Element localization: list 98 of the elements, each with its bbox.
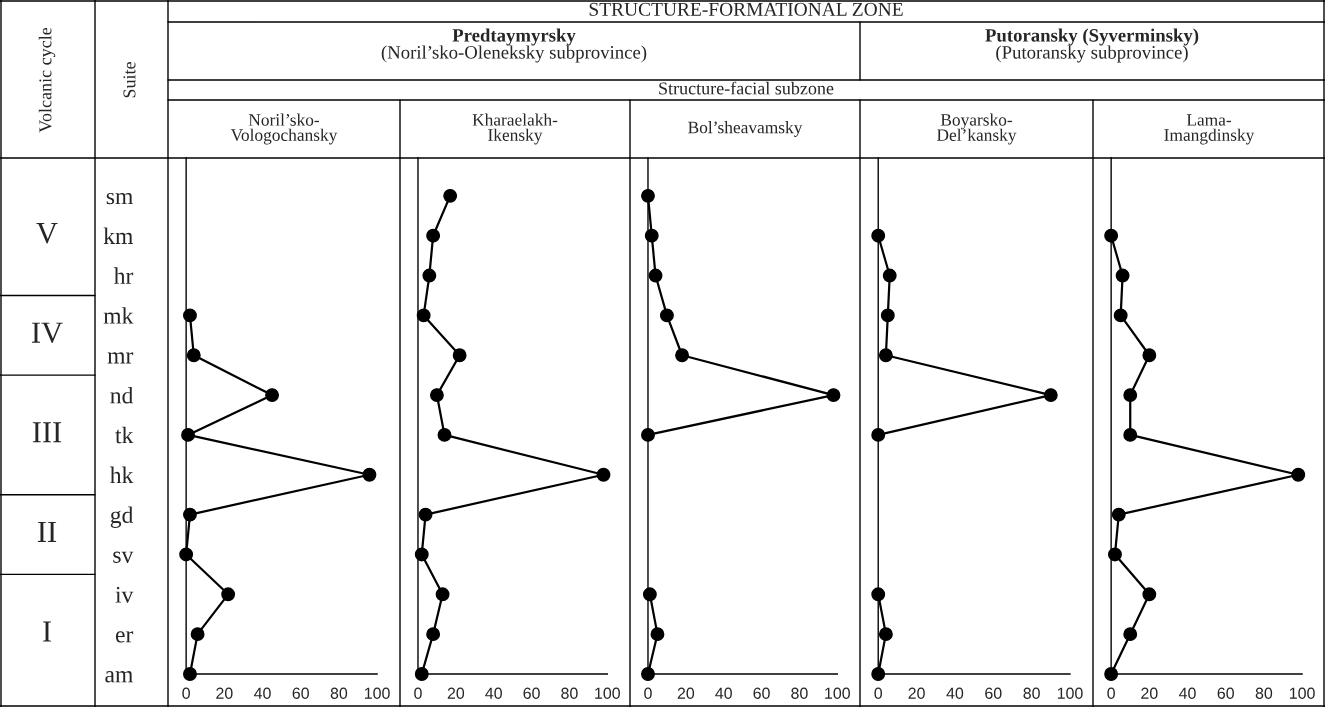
- x-tick-label: 20: [216, 687, 233, 699]
- y-tick-label: sv: [113, 551, 134, 563]
- point: [1115, 268, 1130, 283]
- point: [878, 348, 893, 363]
- text: V: [36, 223, 58, 244]
- x-tick-label: 0: [182, 687, 190, 699]
- point: [648, 268, 663, 283]
- point: [596, 467, 611, 482]
- x-tick-label: 80: [1255, 687, 1273, 699]
- point: [426, 228, 441, 243]
- text: Predtaymyrsky: [452, 28, 576, 46]
- text: III: [32, 422, 62, 443]
- x-tick-label: 60: [1217, 687, 1234, 699]
- point: [452, 348, 467, 363]
- x-tick-label: 40: [485, 687, 502, 699]
- y-tick-label: nd: [110, 386, 134, 404]
- point: [362, 467, 377, 482]
- x-tick-label: 100: [595, 687, 620, 699]
- y-tick-label: am: [105, 671, 133, 683]
- point: [1142, 348, 1157, 363]
- point: [186, 348, 201, 363]
- x-tick-label: 80: [330, 687, 348, 699]
- x-tick-label: 0: [644, 687, 652, 699]
- point: [826, 388, 841, 403]
- point: [659, 308, 674, 323]
- x-tick-label: 20: [908, 687, 925, 699]
- text: STRUCTURE-FORMATIONAL ZONE: [589, 2, 903, 16]
- x-tick-label: 80: [561, 687, 578, 699]
- point: [426, 627, 441, 642]
- point: [443, 188, 458, 203]
- point: [1111, 507, 1126, 522]
- x-tick-label: 60: [523, 687, 540, 699]
- point: [190, 627, 205, 642]
- x-tick-label: 40: [946, 687, 964, 699]
- y-tick-label: gd: [110, 506, 134, 528]
- text: Suite: [123, 62, 136, 98]
- point: [1142, 587, 1157, 602]
- y-tick-label: km: [103, 227, 133, 244]
- point: [1291, 467, 1306, 482]
- point: [675, 348, 690, 363]
- text: Structure-facial subzone: [659, 81, 834, 95]
- chart-title: Noril’sko- Vologochansky: [230, 113, 338, 145]
- y-tick-label: hk: [109, 466, 134, 483]
- x-tick-label: 100: [1289, 687, 1315, 699]
- y-tick-label: mr: [107, 352, 134, 364]
- x-tick-label: 0: [414, 687, 422, 699]
- x-tick-label: 40: [254, 687, 271, 699]
- x-tick-label: 100: [1057, 687, 1083, 699]
- text: Volcanic cycle: [38, 27, 56, 133]
- x-tick-label: 100: [825, 687, 850, 699]
- x-tick-label: 40: [1179, 687, 1196, 699]
- y-tick-label: er: [115, 631, 134, 643]
- point: [429, 388, 444, 403]
- x-tick-label: 40: [715, 687, 732, 699]
- y-tick-label: tk: [115, 426, 134, 444]
- point: [871, 427, 886, 442]
- text: II: [37, 521, 57, 542]
- point: [880, 308, 895, 323]
- y-tick-label: sm: [106, 192, 133, 205]
- point: [1123, 388, 1138, 403]
- x-tick-label: 20: [677, 687, 695, 699]
- point: [1043, 388, 1058, 403]
- point: [882, 268, 897, 283]
- point: [265, 388, 280, 403]
- point: [422, 268, 437, 283]
- point: [871, 228, 886, 243]
- y-tick-label: hr: [113, 267, 134, 284]
- chart-title: Kharaelakh- Ikensky: [472, 113, 558, 145]
- x-tick-label: 60: [292, 687, 309, 699]
- point: [1123, 427, 1138, 442]
- text: (Putoransky subprovince): [996, 45, 1188, 63]
- x-tick-label: 60: [985, 687, 1002, 699]
- point: [871, 587, 886, 602]
- point: [1113, 308, 1128, 323]
- chart-title: Boyarsko- Del’kansky: [936, 113, 1017, 145]
- x-tick-label: 80: [791, 687, 808, 699]
- chart-title: Lama- Imangdinsky: [1164, 114, 1255, 145]
- y-tick-label: iv: [115, 586, 134, 603]
- point: [435, 587, 450, 602]
- x-tick-label: 60: [753, 687, 770, 699]
- text: IV: [31, 322, 63, 344]
- x-tick-label: 80: [1023, 687, 1040, 699]
- text: (Noril’sko-Oleneksky subprovince): [381, 45, 647, 63]
- x-tick-label: 0: [1107, 687, 1115, 699]
- x-tick-label: 20: [447, 687, 465, 699]
- point: [650, 627, 665, 642]
- point: [437, 427, 452, 442]
- point: [418, 507, 433, 522]
- text: Putoransky (Syverminsky): [985, 28, 1199, 46]
- x-tick-label: 0: [874, 687, 883, 699]
- point: [878, 627, 893, 642]
- point: [221, 587, 236, 602]
- point: [1123, 627, 1138, 642]
- text: I: [43, 621, 52, 642]
- chart-title: Bol’sheavamsky: [688, 121, 803, 137]
- y-tick-label: mk: [103, 307, 134, 324]
- x-tick-label: 100: [364, 687, 390, 699]
- x-tick-label: 20: [1141, 687, 1158, 699]
